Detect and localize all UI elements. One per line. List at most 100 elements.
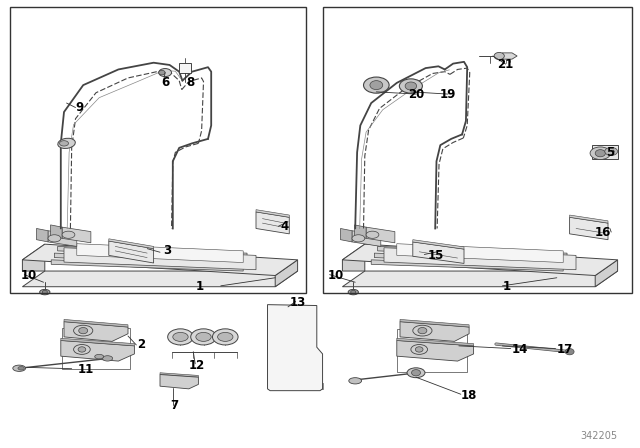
Ellipse shape bbox=[48, 235, 61, 242]
Polygon shape bbox=[342, 244, 365, 271]
Ellipse shape bbox=[411, 345, 428, 354]
Polygon shape bbox=[22, 271, 298, 287]
Ellipse shape bbox=[79, 327, 88, 334]
Polygon shape bbox=[384, 248, 576, 270]
Ellipse shape bbox=[74, 345, 90, 354]
Polygon shape bbox=[340, 228, 352, 242]
Text: 11: 11 bbox=[78, 363, 94, 376]
Polygon shape bbox=[275, 260, 298, 287]
Ellipse shape bbox=[74, 325, 93, 336]
Text: 10: 10 bbox=[20, 269, 36, 282]
Polygon shape bbox=[371, 260, 563, 271]
Ellipse shape bbox=[351, 290, 356, 294]
Text: 15: 15 bbox=[428, 249, 444, 262]
Text: 10: 10 bbox=[328, 269, 344, 282]
Ellipse shape bbox=[349, 378, 362, 384]
Ellipse shape bbox=[42, 290, 47, 294]
Polygon shape bbox=[413, 242, 464, 263]
Polygon shape bbox=[64, 319, 128, 327]
Polygon shape bbox=[51, 260, 243, 271]
Ellipse shape bbox=[399, 79, 422, 93]
Ellipse shape bbox=[415, 347, 423, 352]
Polygon shape bbox=[355, 225, 366, 238]
Polygon shape bbox=[342, 244, 618, 276]
Ellipse shape bbox=[418, 327, 427, 334]
Polygon shape bbox=[378, 246, 567, 258]
Polygon shape bbox=[595, 260, 618, 287]
Ellipse shape bbox=[95, 354, 104, 359]
Ellipse shape bbox=[159, 70, 165, 75]
Text: 6: 6 bbox=[161, 76, 169, 90]
Ellipse shape bbox=[212, 329, 238, 345]
Text: 7: 7 bbox=[171, 399, 179, 412]
Ellipse shape bbox=[565, 349, 574, 355]
Ellipse shape bbox=[605, 147, 618, 155]
Ellipse shape bbox=[595, 150, 605, 157]
Text: 19: 19 bbox=[440, 87, 456, 101]
Ellipse shape bbox=[590, 147, 611, 159]
Polygon shape bbox=[366, 227, 395, 243]
Text: 1: 1 bbox=[502, 280, 511, 293]
Text: 5: 5 bbox=[606, 146, 614, 159]
Polygon shape bbox=[77, 244, 243, 263]
Polygon shape bbox=[374, 253, 565, 264]
Polygon shape bbox=[61, 340, 134, 361]
Ellipse shape bbox=[412, 370, 420, 376]
Polygon shape bbox=[413, 240, 464, 249]
Text: 9: 9 bbox=[76, 101, 84, 114]
Polygon shape bbox=[397, 244, 563, 263]
Text: 8: 8 bbox=[187, 76, 195, 90]
Ellipse shape bbox=[159, 69, 172, 77]
Polygon shape bbox=[160, 373, 198, 377]
Ellipse shape bbox=[352, 235, 365, 242]
Polygon shape bbox=[64, 248, 256, 270]
Polygon shape bbox=[268, 305, 323, 391]
Polygon shape bbox=[22, 244, 45, 271]
Text: 1: 1 bbox=[195, 280, 204, 293]
Polygon shape bbox=[62, 227, 91, 243]
Polygon shape bbox=[58, 246, 247, 258]
Polygon shape bbox=[64, 322, 128, 341]
Polygon shape bbox=[160, 375, 198, 389]
Bar bbox=[179, 63, 191, 73]
Ellipse shape bbox=[60, 141, 68, 146]
Text: 20: 20 bbox=[408, 87, 424, 101]
Bar bbox=[63, 328, 130, 369]
Polygon shape bbox=[61, 338, 134, 346]
Ellipse shape bbox=[102, 356, 113, 361]
Ellipse shape bbox=[18, 366, 24, 370]
Polygon shape bbox=[54, 253, 245, 264]
Text: 3: 3 bbox=[163, 244, 172, 258]
Text: 16: 16 bbox=[595, 226, 611, 240]
Ellipse shape bbox=[62, 231, 75, 238]
Ellipse shape bbox=[196, 332, 211, 341]
Polygon shape bbox=[502, 53, 517, 59]
Text: 18: 18 bbox=[461, 388, 477, 402]
Ellipse shape bbox=[218, 332, 233, 341]
Polygon shape bbox=[342, 271, 618, 287]
Polygon shape bbox=[397, 340, 474, 361]
Ellipse shape bbox=[413, 325, 432, 336]
Polygon shape bbox=[51, 225, 62, 238]
Text: 4: 4 bbox=[280, 220, 289, 233]
Polygon shape bbox=[352, 231, 381, 246]
Text: 17: 17 bbox=[557, 343, 573, 356]
Text: 13: 13 bbox=[289, 296, 306, 309]
Polygon shape bbox=[36, 228, 48, 242]
Polygon shape bbox=[570, 217, 608, 240]
Text: 342205: 342205 bbox=[580, 431, 618, 441]
Bar bbox=[397, 329, 467, 372]
Polygon shape bbox=[256, 212, 289, 234]
Polygon shape bbox=[109, 239, 154, 249]
Ellipse shape bbox=[366, 231, 379, 238]
Bar bbox=[10, 7, 306, 293]
Ellipse shape bbox=[58, 138, 76, 148]
Ellipse shape bbox=[364, 77, 389, 93]
Polygon shape bbox=[268, 383, 323, 389]
Text: 14: 14 bbox=[512, 343, 529, 356]
Polygon shape bbox=[22, 244, 298, 276]
Ellipse shape bbox=[191, 329, 216, 345]
Polygon shape bbox=[400, 319, 469, 327]
Ellipse shape bbox=[40, 289, 50, 295]
Ellipse shape bbox=[13, 365, 26, 371]
